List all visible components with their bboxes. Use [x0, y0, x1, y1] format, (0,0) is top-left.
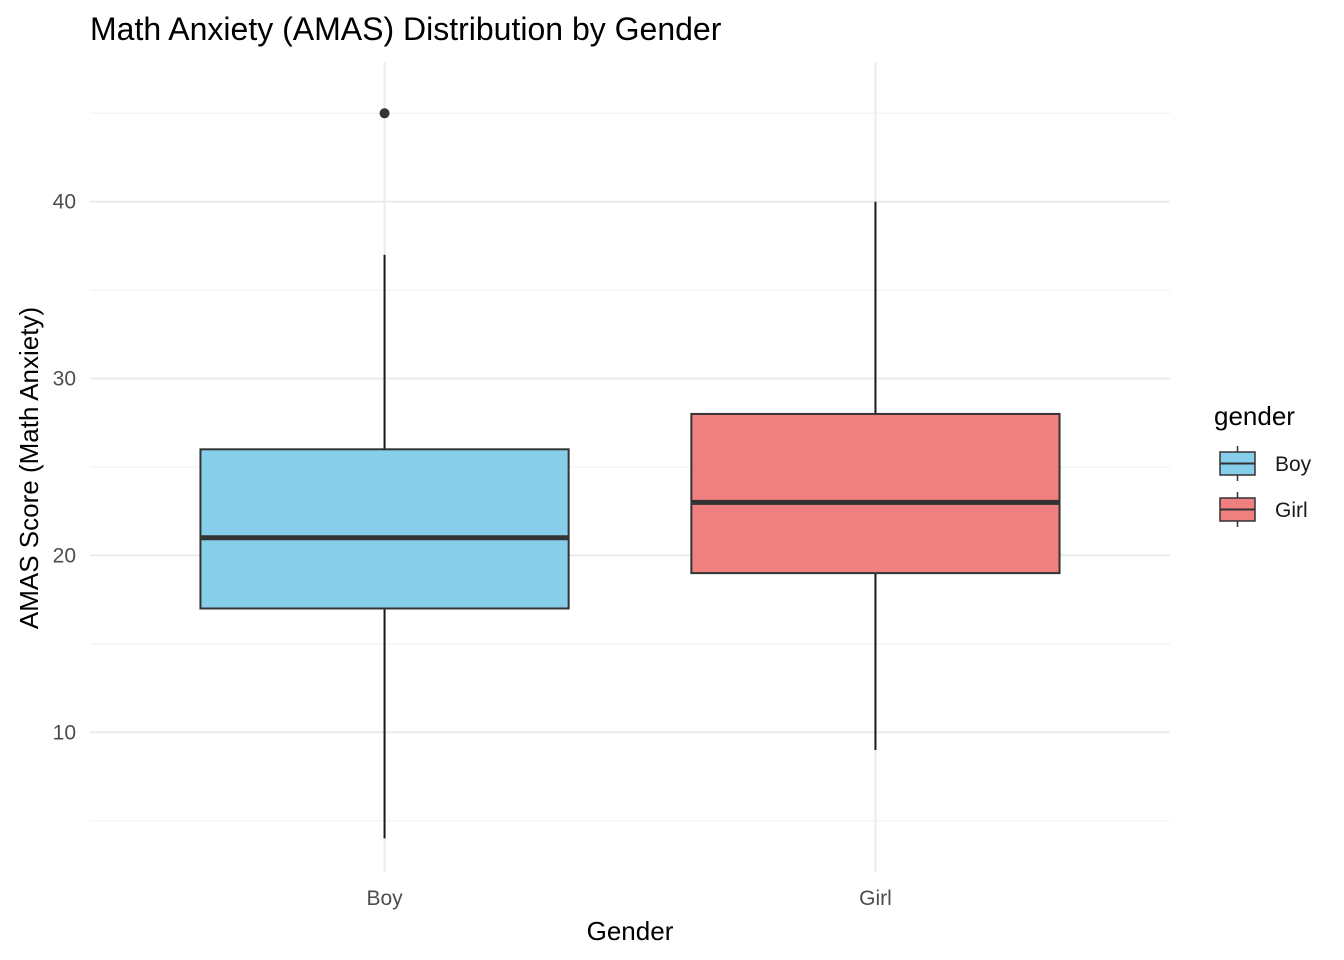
y-tick-label: 40 [53, 191, 76, 214]
chart-title: Math Anxiety (AMAS) Distribution by Gend… [90, 11, 722, 47]
box-body [199, 448, 570, 610]
x-tick-label: Boy [366, 887, 403, 910]
legend-label: Boy [1275, 453, 1312, 476]
y-axis-title: AMAS Score (Math Anxiety) [14, 307, 44, 629]
x-tick-labels: Boy Girl [366, 887, 891, 910]
y-tick-labels: 10 20 30 40 [53, 191, 76, 745]
x-tick-label: Girl [859, 887, 892, 910]
legend-title: gender [1214, 401, 1295, 431]
box-girl [690, 201, 1061, 750]
legend: gender Boy Girl [1214, 401, 1312, 527]
y-tick-label: 30 [53, 368, 76, 391]
outlier-point [379, 108, 390, 119]
box-boy [199, 108, 570, 839]
boxes [199, 108, 1061, 839]
y-tick-label: 20 [53, 544, 76, 567]
x-axis-title: Gender [587, 916, 674, 946]
legend-label: Girl [1275, 499, 1308, 522]
y-tick-label: 10 [53, 721, 76, 744]
box-body [690, 412, 1061, 575]
